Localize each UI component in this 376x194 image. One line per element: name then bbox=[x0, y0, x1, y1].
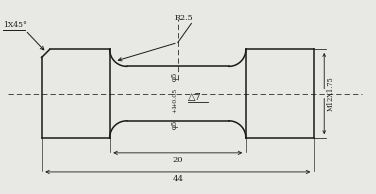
Text: △7: △7 bbox=[188, 93, 202, 101]
Text: +1: +1 bbox=[172, 104, 177, 113]
Text: R2.5: R2.5 bbox=[174, 14, 193, 23]
Text: φ5: φ5 bbox=[170, 120, 178, 129]
Text: 20: 20 bbox=[173, 156, 183, 164]
Text: M12X1.75: M12X1.75 bbox=[326, 76, 334, 111]
Text: φ5: φ5 bbox=[170, 72, 178, 81]
Text: +0.05: +0.05 bbox=[172, 87, 177, 107]
Text: 44: 44 bbox=[172, 175, 183, 183]
Text: 1X45°: 1X45° bbox=[3, 21, 27, 29]
